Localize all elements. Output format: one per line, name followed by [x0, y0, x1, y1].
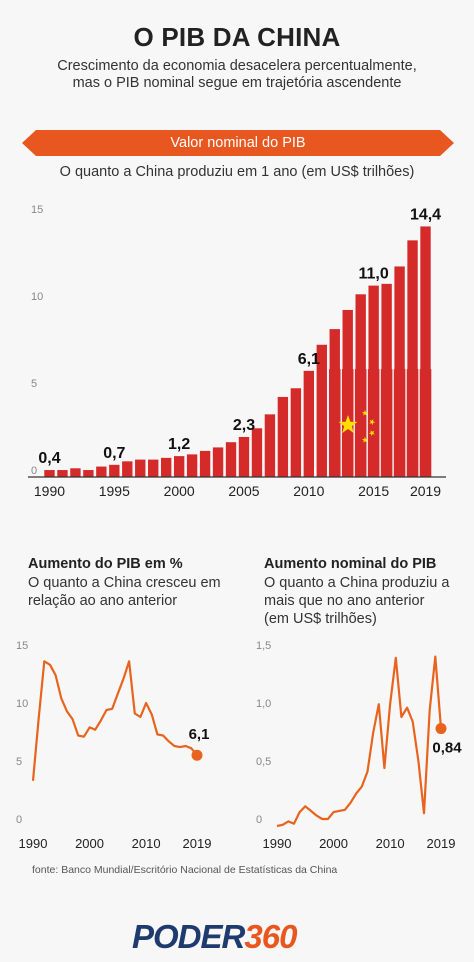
x-tick-label: 1995: [99, 483, 130, 499]
increase-subtitle-line-1: O quanto a China produziu a: [264, 575, 450, 591]
bar-2003: [212, 447, 224, 477]
increase-y-tick-label: 1,0: [256, 698, 271, 710]
bar-2002: [199, 450, 211, 477]
increase-chart-title: Aumento nominal do PIB: [264, 556, 437, 572]
data-label-1995: 0,7: [103, 445, 125, 462]
bar-1992: [70, 468, 81, 477]
bar-2010: [303, 370, 315, 477]
data-label-2015: 11,0: [359, 266, 389, 283]
growth-y-tick-label: 5: [16, 756, 22, 768]
increase-y-tick-label: 0,5: [256, 756, 271, 768]
increase-y-tick-label: 1,5: [256, 640, 271, 652]
flag-small-star-icon: [369, 419, 376, 426]
subtitle-line-2: mas o PIB nominal segue em trajetória as…: [72, 75, 402, 91]
increase-y-tick-label: 0: [256, 814, 262, 826]
bar-2018: [407, 240, 418, 477]
increase-x-tick-label: 2000: [319, 836, 348, 851]
growth-chart-subtitle: O quanto a China cresceu em relação ao a…: [28, 574, 221, 610]
increase-series-line: [276, 655, 443, 828]
subtitle-line-1: Crescimento da economia desacelera perce…: [57, 58, 417, 74]
increase-end-point: [435, 723, 447, 735]
poder360-logo: PODER360: [132, 918, 297, 955]
bar-1990: [44, 470, 55, 477]
bar-1993: [83, 470, 94, 477]
main-chart-banner: Valor nominal do PIB: [22, 130, 454, 156]
growth-y-tick-label: 10: [16, 698, 28, 710]
bar-2019: [420, 226, 431, 477]
bar-2000: [173, 456, 185, 477]
flag-small-star-icon: [361, 436, 368, 443]
data-label-2000: 1,2: [168, 436, 190, 453]
y-tick-label: 15: [31, 204, 43, 216]
growth-series-line: [31, 660, 198, 781]
growth-chart-title: Aumento do PIB em %: [28, 556, 183, 572]
x-tick-label: 2015: [358, 483, 389, 499]
increase-x-tick-label: 1990: [263, 836, 292, 851]
y-tick-label: 10: [31, 291, 43, 303]
bar-2008: [277, 396, 289, 477]
growth-subtitle-line-1: O quanto a China cresceu em: [28, 575, 221, 591]
bar-2006: [251, 428, 263, 477]
page-subtitle: Crescimento da economia desacelera perce…: [0, 58, 474, 92]
bar-2011: [316, 344, 327, 477]
increase-chart-subtitle: O quanto a China produziu a mais que no …: [264, 574, 449, 628]
increase-end-label: 0,84: [432, 740, 462, 757]
x-tick-label: 2005: [228, 483, 259, 499]
flag-small-star-icon: [368, 430, 375, 437]
increase-subtitle-line-3: (em US$ trilhões): [264, 611, 377, 627]
bar-1994: [96, 466, 107, 477]
bar-1999: [160, 457, 172, 477]
growth-end-point: [191, 749, 203, 761]
page-title: O PIB DA CHINA: [133, 22, 341, 52]
y-tick-label: 5: [31, 378, 37, 390]
growth-x-tick-label: 2000: [75, 836, 104, 851]
data-label-2010: 6,1: [298, 351, 320, 368]
source-note: fonte: Banco Mundial/Escritório Nacional…: [32, 864, 338, 876]
y-tick-label: 0: [31, 465, 37, 477]
bar-1991: [57, 470, 68, 477]
data-label-2019: 14,4: [410, 206, 441, 223]
growth-subtitle-line-2: relação ao ano anterior: [28, 593, 178, 609]
x-tick-label: 2000: [164, 483, 195, 499]
bar-2007: [264, 414, 276, 477]
growth-x-tick-label: 2019: [183, 836, 212, 851]
data-label-1990: 0,4: [38, 450, 60, 467]
logo-part-2: 360: [244, 918, 297, 955]
growth-x-tick-label: 2010: [132, 836, 161, 851]
main-bar-chart: 0 5 10 15 1990 1995 2000 2005 2010 2015 2019 0,4 0,7…: [28, 204, 446, 499]
x-tick-label: 2019: [410, 483, 441, 499]
bar-1995: [109, 464, 120, 477]
flag-big-star-icon: [338, 415, 358, 434]
flag-small-star-icon: [361, 409, 369, 416]
x-tick-label: 1990: [34, 483, 65, 499]
bar-1997: [135, 459, 146, 477]
bar-1996: [122, 461, 133, 477]
logo-part-1: PODER: [132, 918, 245, 955]
increase-x-tick-label: 2010: [376, 836, 405, 851]
bar-2005: [238, 436, 250, 477]
growth-x-tick-label: 1990: [19, 836, 48, 851]
bar-2004: [225, 442, 237, 477]
data-label-2005: 2,3: [233, 417, 255, 434]
increase-subtitle-line-2: mais que no ano anterior: [264, 593, 425, 609]
increase-x-tick-label: 2019: [427, 836, 456, 851]
growth-y-tick-label: 0: [16, 814, 22, 826]
x-tick-label: 2010: [293, 483, 324, 499]
bar-1998: [148, 459, 159, 477]
bar-2001: [186, 454, 198, 477]
growth-end-label: 6,1: [189, 726, 210, 743]
main-chart-subtitle: O quanto a China produziu em 1 ano (em U…: [59, 164, 415, 180]
growth-y-tick-label: 15: [16, 640, 28, 652]
bar-2009: [290, 388, 302, 477]
